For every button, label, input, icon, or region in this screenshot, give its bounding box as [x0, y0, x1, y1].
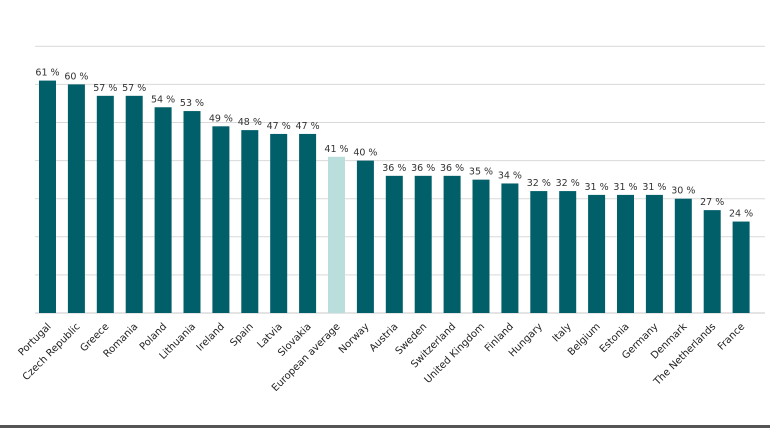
- data-label: 47 %: [267, 121, 291, 132]
- data-label: 49 %: [209, 113, 233, 124]
- bar: [530, 191, 548, 313]
- value-labels: 61 % 60 % 57 % 57 % 54 % 53 % 49 % 48 % 47 % 47 %…: [35, 68, 753, 220]
- data-label: 31 %: [613, 182, 637, 193]
- bar: [443, 175, 461, 313]
- bar: [39, 80, 56, 313]
- data-label: 35 %: [469, 167, 493, 178]
- bar: [703, 210, 721, 313]
- data-label: 60 %: [64, 71, 88, 82]
- x-tick-label: Ireland: [195, 321, 227, 353]
- data-label: 31 %: [642, 182, 666, 193]
- bar: [183, 111, 201, 313]
- bar: [414, 175, 432, 313]
- bars: [39, 80, 750, 314]
- bar: [588, 194, 606, 313]
- bar: [241, 130, 259, 313]
- bar: [356, 160, 374, 313]
- bar: [559, 191, 577, 313]
- data-label: 57 %: [93, 83, 117, 94]
- data-label: 27 %: [700, 197, 724, 208]
- x-tick-label: Italy: [551, 321, 574, 344]
- bar: [299, 133, 317, 313]
- bar: [472, 179, 490, 313]
- bar: [270, 133, 288, 313]
- data-label: 31 %: [585, 182, 609, 193]
- bar: [385, 175, 403, 313]
- bar: [674, 198, 692, 313]
- data-label: 36 %: [382, 163, 406, 174]
- bar: [212, 126, 230, 313]
- bar: [154, 107, 172, 313]
- bar: [67, 84, 85, 314]
- bar: [501, 183, 519, 313]
- bar: [96, 95, 114, 313]
- bar: [328, 156, 345, 313]
- data-label: 53 %: [180, 98, 204, 109]
- data-label: 32 %: [556, 178, 580, 189]
- data-label: 47 %: [296, 121, 320, 132]
- bottom-rule: [0, 425, 770, 428]
- bar: [125, 95, 143, 313]
- bar: [617, 194, 634, 313]
- data-label: 34 %: [498, 170, 522, 181]
- data-label: 40 %: [353, 148, 377, 159]
- data-label: 61 %: [35, 68, 59, 79]
- data-label: 30 %: [671, 186, 695, 197]
- data-label: 54 %: [151, 94, 175, 105]
- x-tick-label: Spain: [228, 321, 256, 349]
- x-tick-label: Norway: [337, 321, 372, 356]
- data-label: 57 %: [122, 83, 146, 94]
- data-label: 36 %: [440, 163, 464, 174]
- bar: [732, 221, 750, 313]
- data-label: 41 %: [324, 144, 348, 155]
- data-label: 36 %: [411, 163, 435, 174]
- x-tick-label: France: [716, 321, 747, 352]
- data-label: 24 %: [729, 209, 753, 220]
- bar: [645, 194, 663, 313]
- data-label: 48 %: [238, 117, 262, 128]
- data-label: 32 %: [527, 178, 551, 189]
